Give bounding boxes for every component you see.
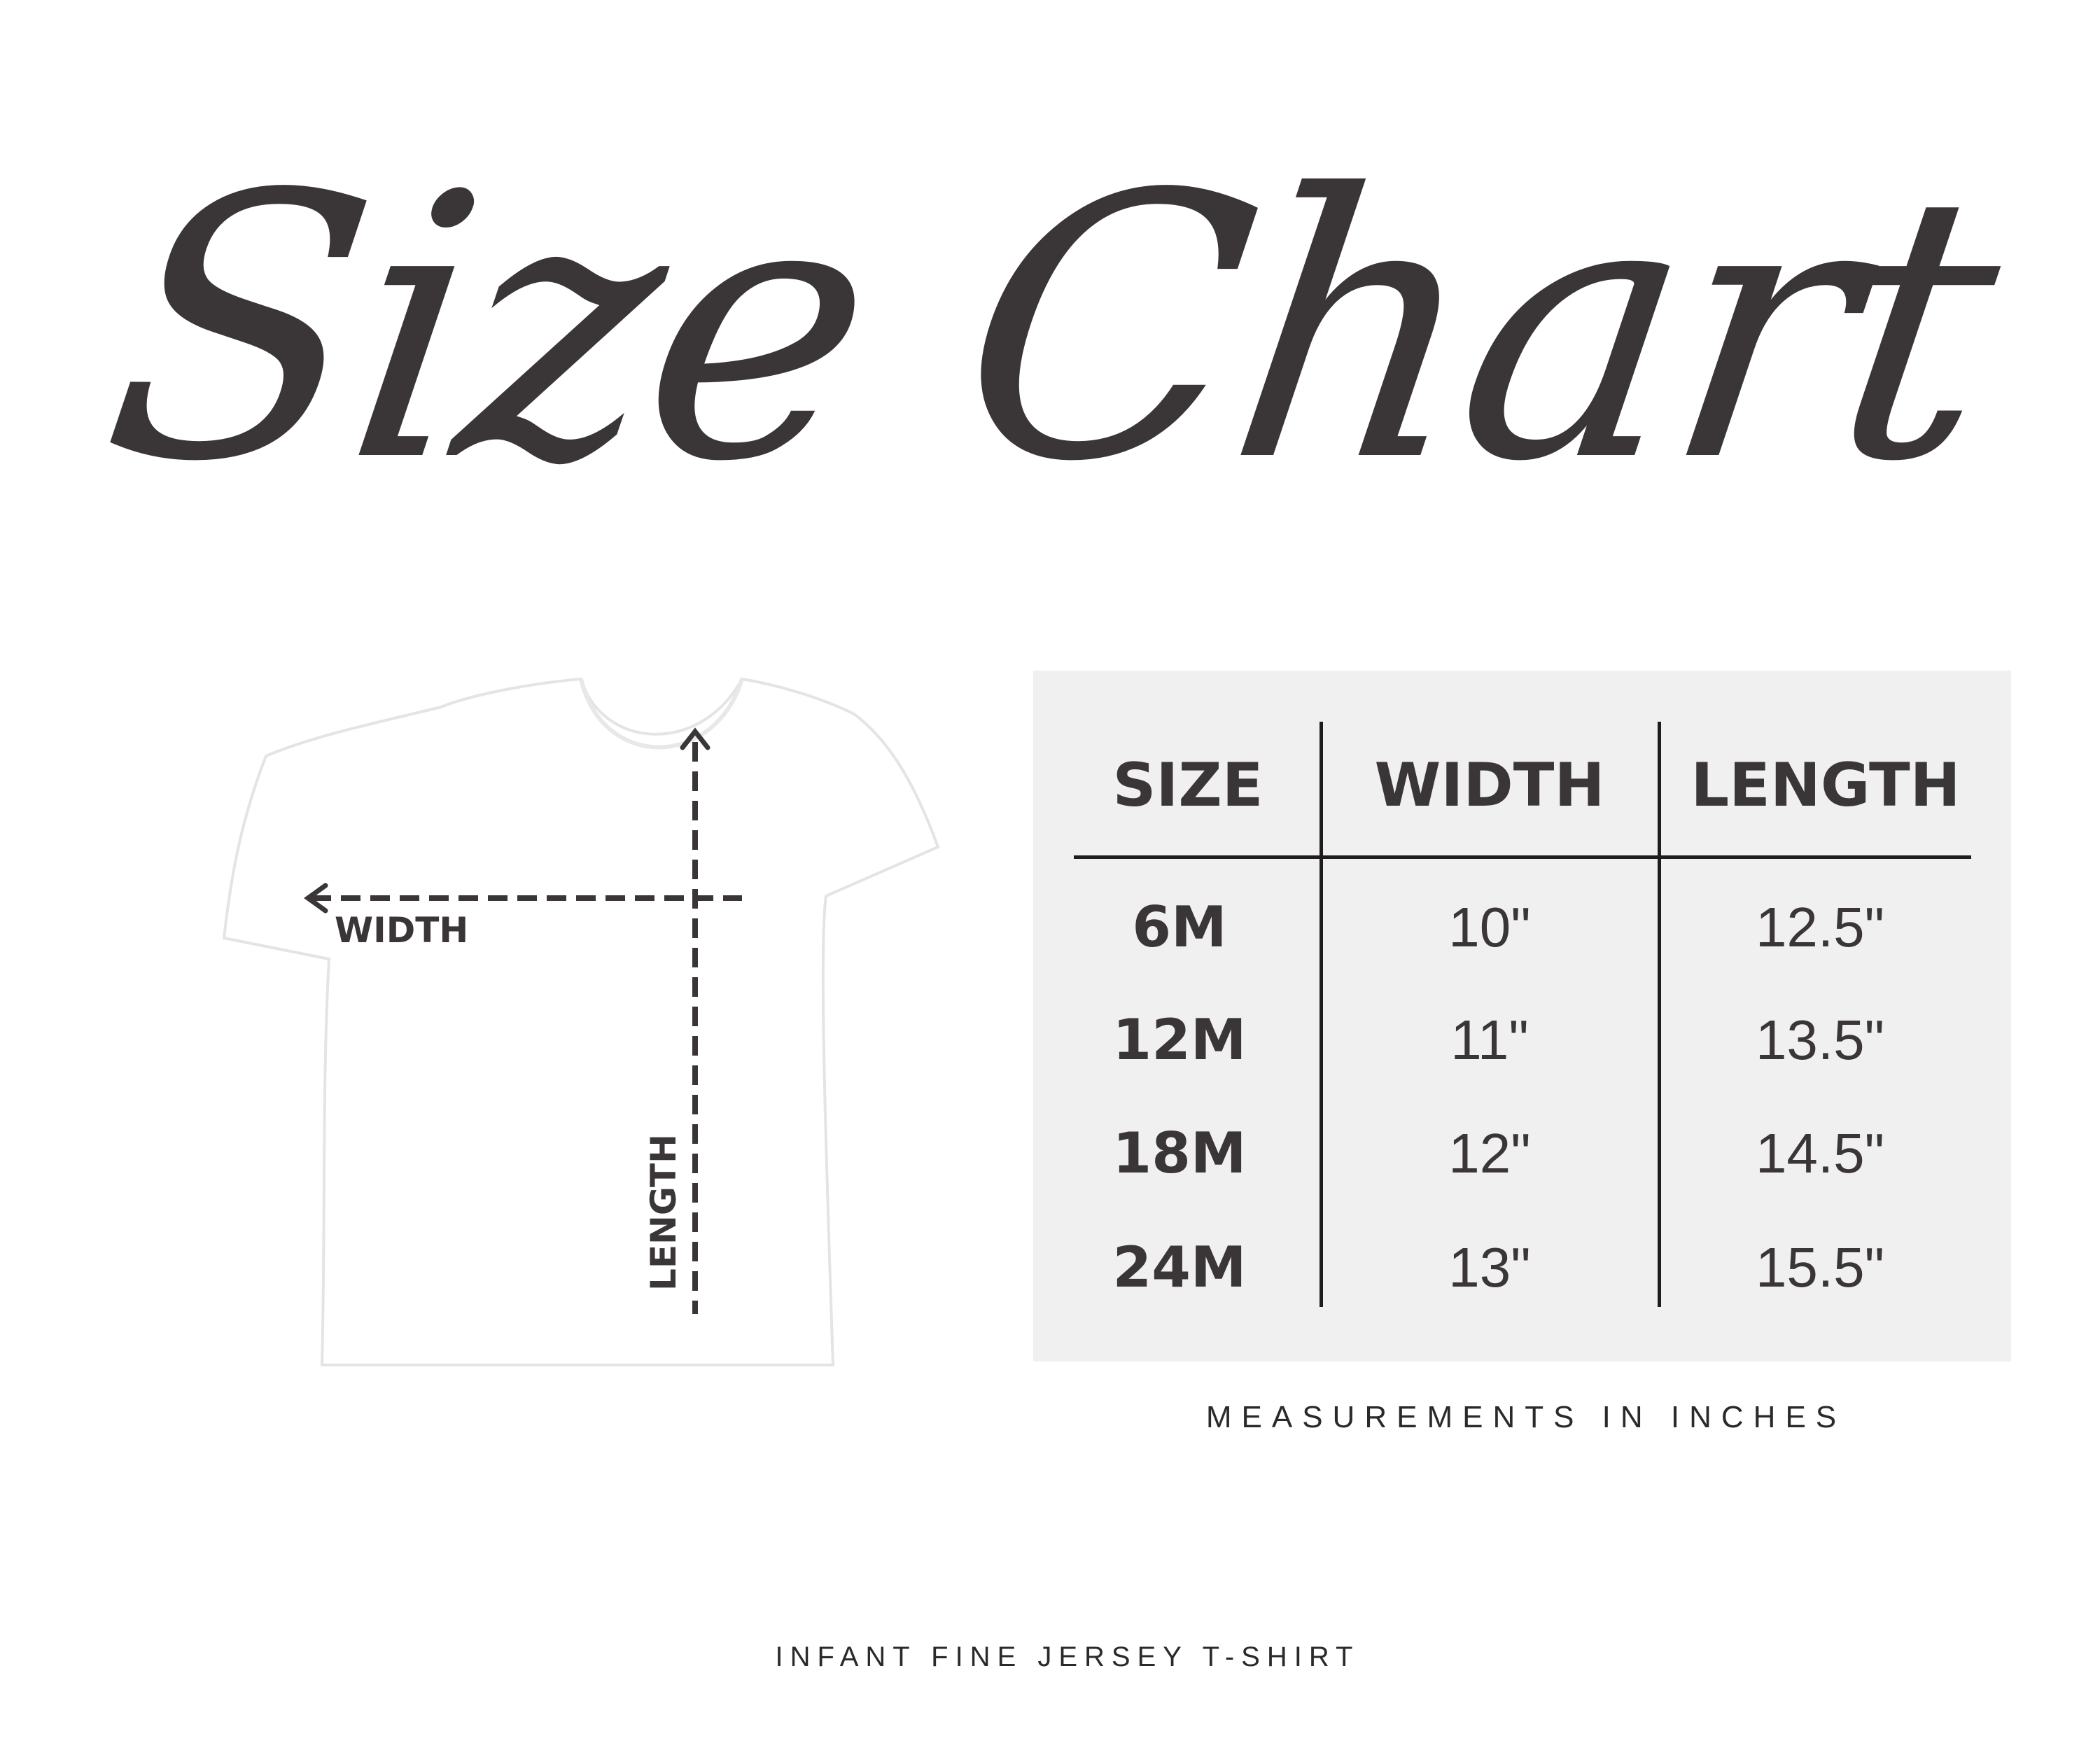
size-cell: 12M xyxy=(1112,1007,1247,1072)
size-table-panel xyxy=(1033,671,2011,1362)
size-cell: 24M xyxy=(1112,1235,1247,1300)
width-arrowhead-icon xyxy=(304,883,328,913)
column-divider xyxy=(1658,722,1661,1307)
tshirt-collar xyxy=(579,678,744,750)
width-cell: 13" xyxy=(1448,1236,1531,1298)
length-cell: 14.5" xyxy=(1755,1122,1885,1184)
length-cell: 13.5" xyxy=(1755,1009,1885,1071)
tshirt-diagram xyxy=(222,677,940,1366)
size-cell: 18M xyxy=(1112,1121,1247,1186)
length-arrowhead-icon xyxy=(680,727,710,750)
width-label: WIDTH xyxy=(335,910,469,951)
length-cell: 15.5" xyxy=(1755,1236,1885,1298)
length-label: LENGTH xyxy=(643,1134,684,1291)
column-divider xyxy=(1320,722,1323,1307)
width-cell: 12" xyxy=(1448,1122,1531,1184)
tshirt-shape xyxy=(222,677,940,1366)
width-cell: 10" xyxy=(1448,896,1531,958)
header-length: LENGTH xyxy=(1690,750,1961,820)
header-width: WIDTH xyxy=(1374,750,1605,820)
header-size: SIZE xyxy=(1112,750,1264,820)
header-divider xyxy=(1074,855,1971,859)
length-cell: 12.5" xyxy=(1755,896,1885,958)
width-cell: 11" xyxy=(1450,1009,1529,1071)
product-name: INFANT FINE JERSEY T-SHIRT xyxy=(775,1642,1360,1672)
page-title: Size Chart xyxy=(85,117,2015,541)
size-cell: 6M xyxy=(1132,895,1227,960)
measurement-note: MEASUREMENTS IN INCHES xyxy=(1205,1400,1847,1434)
